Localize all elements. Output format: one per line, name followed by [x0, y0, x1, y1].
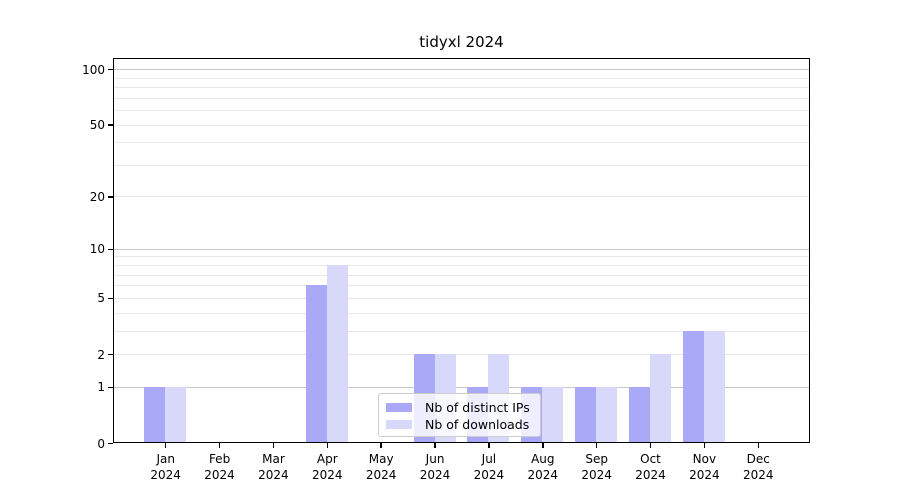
x-tick-label: Feb 2024 — [204, 452, 235, 482]
y-gridline-major — [114, 69, 809, 71]
y-tick-mark — [108, 297, 113, 300]
x-tick-label: Nov 2024 — [689, 452, 720, 482]
legend-label-downloads: Nb of downloads — [425, 417, 530, 432]
bar-distinct-ips — [575, 386, 597, 443]
bar-downloads — [326, 265, 348, 443]
x-tick-mark — [649, 443, 652, 448]
y-tick-mark — [108, 248, 113, 251]
bar-downloads — [596, 386, 618, 443]
y-gridline-minor — [114, 110, 809, 112]
bar-downloads — [650, 354, 672, 443]
legend: Nb of distinct IPs Nb of downloads — [378, 393, 541, 437]
chart-title: tidyxl 2024 — [419, 33, 504, 51]
x-tick-label: Oct 2024 — [635, 452, 666, 482]
y-tick-mark — [108, 196, 113, 198]
plot-area — [113, 58, 810, 443]
y-gridline-minor — [114, 77, 809, 79]
x-tick-mark — [218, 443, 221, 448]
y-tick-mark — [108, 386, 113, 389]
x-tick-label: Aug 2024 — [527, 452, 559, 482]
x-tick-mark — [326, 443, 329, 448]
y-gridline-minor — [114, 354, 809, 355]
x-tick-label: Jul 2024 — [473, 452, 505, 482]
y-tick-label: 10 — [89, 242, 105, 257]
x-tick-mark — [595, 443, 598, 448]
y-gridline-minor — [114, 164, 809, 166]
y-tick-mark — [108, 353, 113, 356]
y-gridline-minor — [114, 312, 809, 314]
x-tick-label: May 2024 — [365, 452, 397, 482]
y-tick-label: 50 — [89, 118, 105, 133]
legend-swatch-downloads — [386, 420, 412, 429]
x-tick-label: Mar 2024 — [258, 452, 289, 482]
y-gridline-minor — [114, 142, 809, 144]
y-gridline-minor — [114, 124, 809, 126]
bar-distinct-ips — [629, 386, 651, 443]
y-gridline-minor — [114, 285, 809, 287]
y-tick-label: 20 — [89, 189, 105, 204]
y-tick-mark — [108, 68, 113, 71]
x-tick-mark — [164, 443, 167, 448]
y-gridline-major — [114, 386, 809, 388]
y-gridline-minor — [114, 265, 809, 267]
bar-downloads — [542, 386, 564, 443]
y-tick-label: 100 — [82, 62, 105, 77]
x-tick-mark — [542, 443, 544, 448]
y-tick-label: 0 — [97, 436, 105, 451]
y-gridline-minor — [114, 87, 809, 89]
bar-distinct-ips — [305, 285, 327, 443]
y-tick-mark — [108, 442, 113, 445]
y-tick-label: 2 — [97, 347, 105, 362]
bar-distinct-ips — [144, 386, 166, 443]
y-gridline-minor — [114, 97, 809, 99]
y-gridline-minor — [114, 196, 809, 198]
bar-downloads — [703, 330, 725, 443]
y-tick-label: 1 — [97, 380, 105, 395]
y-gridline-minor — [114, 256, 809, 258]
x-tick-label: Apr 2024 — [312, 452, 343, 482]
bar-downloads — [165, 386, 187, 443]
legend-label-distinct-ips: Nb of distinct IPs — [425, 400, 530, 415]
x-tick-mark — [703, 443, 706, 448]
x-tick-label: Jan 2024 — [150, 452, 181, 482]
legend-swatch-distinct-ips — [386, 403, 412, 412]
x-tick-label: Jun 2024 — [419, 452, 451, 482]
x-tick-label: Sep 2024 — [581, 452, 612, 482]
bar-distinct-ips — [682, 330, 704, 443]
legend-item-downloads: Nb of downloads — [386, 416, 540, 433]
y-tick-mark — [108, 124, 113, 126]
y-tick-label: 5 — [97, 291, 105, 306]
legend-item-distinct-ips: Nb of distinct IPs — [386, 399, 540, 416]
x-tick-mark — [380, 443, 382, 448]
y-gridline-major — [114, 248, 809, 250]
x-tick-mark — [434, 443, 436, 448]
x-tick-mark — [272, 443, 275, 448]
x-tick-mark — [757, 443, 760, 448]
x-tick-label: Dec 2024 — [742, 452, 774, 482]
x-tick-mark — [488, 443, 490, 448]
y-gridline-minor — [114, 274, 809, 276]
y-gridline-minor — [114, 330, 809, 332]
y-gridline-minor — [114, 297, 809, 299]
